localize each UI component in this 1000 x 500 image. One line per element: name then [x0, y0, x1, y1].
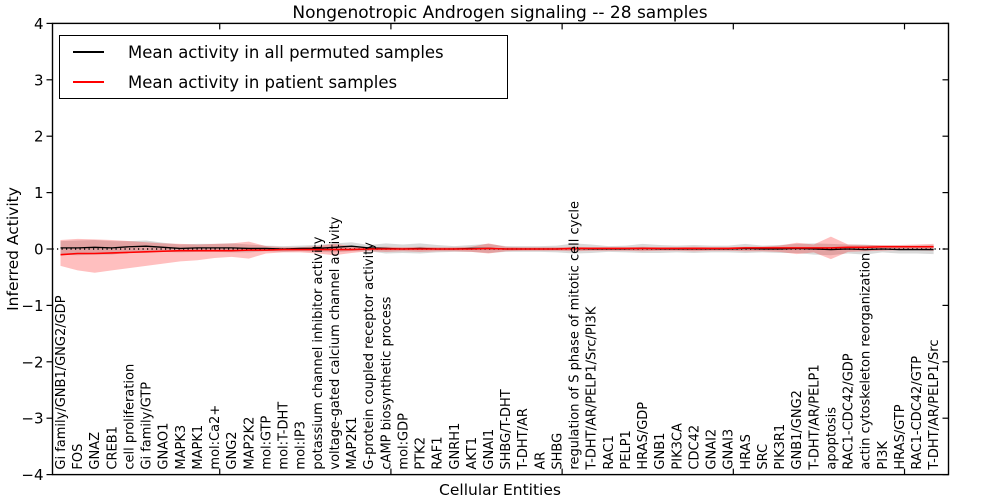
x-category-label: T-DHT/AR/PELP1/Src/PI3K	[585, 306, 600, 470]
x-category-label: GNB1	[653, 433, 668, 470]
x-category-label: Gi family/GNB1/GNG2/GDP	[54, 295, 69, 469]
x-category-label: MAPK3	[174, 425, 189, 470]
permuted-std-band	[60, 239, 934, 256]
x-category-label: regulation of S phase of mitotic cell cy…	[568, 201, 583, 470]
x-category-label: GNAI1	[482, 429, 497, 470]
x-category-label: HRAS/GTP	[893, 404, 908, 469]
x-category-label: GNAI2	[705, 429, 720, 470]
x-category-label: T-DHT/AR/PELP1	[807, 364, 822, 470]
legend-item-patient: Mean activity in patient samples	[60, 68, 507, 96]
x-category-label: RAC1	[602, 435, 617, 470]
patient-mean-line	[60, 245, 934, 256]
x-category-label: T-DHT/AR	[516, 408, 531, 470]
x-category-label: AR	[533, 452, 548, 470]
x-category-label: SHBG	[550, 433, 565, 470]
y-tick-label: 4	[34, 15, 44, 33]
x-category-label: GNG2	[225, 431, 240, 469]
x-category-label: MAPK1	[191, 425, 206, 470]
legend: Mean activity in all permuted samples Me…	[59, 35, 508, 99]
y-tick-label: −2	[21, 353, 43, 371]
patient-line-swatch	[73, 81, 104, 83]
x-category-label: actin cytoskeleton reorganization	[859, 253, 874, 470]
legend-item-permuted: Mean activity in all permuted samples	[60, 38, 507, 66]
x-category-label: MAP2K1	[345, 417, 360, 470]
x-category-label: cAMP biosynthetic process	[379, 296, 394, 469]
x-category-label: T-DHT/AR/PELP1/Src	[927, 339, 942, 470]
x-category-label: potassium channel inhibitor activity	[311, 236, 326, 469]
x-category-label: MAP2K2	[242, 417, 257, 470]
x-category-label: CDC42	[687, 425, 702, 470]
permuted-line-swatch	[73, 51, 104, 53]
x-category-label: GNB1/GNG2	[790, 390, 805, 470]
x-category-label: Gi family/GTP	[140, 382, 155, 470]
x-category-label: RAC1-CDC42/GTP	[910, 356, 925, 470]
y-tick-label: 1	[34, 184, 44, 202]
x-category-label: GNAO1	[157, 423, 172, 470]
chart-title: Nongenotropic Androgen signaling -- 28 s…	[292, 3, 708, 23]
x-category-label: mol:T-DHT	[277, 402, 292, 470]
x-category-label: mol:GDP	[396, 413, 411, 470]
x-category-label: apoptosis	[824, 407, 839, 470]
x-category-label: HRAS	[739, 434, 754, 469]
x-axis-label: Cellular Entities	[439, 481, 561, 499]
x-category-label: SRC	[756, 444, 771, 470]
x-category-label: voltage-gated calcium channel activity	[328, 216, 343, 469]
legend-label-patient: Mean activity in patient samples	[128, 72, 398, 92]
x-category-label: PTK2	[414, 437, 429, 470]
legend-label-permuted: Mean activity in all permuted samples	[128, 42, 444, 62]
x-category-label: AKT1	[465, 437, 480, 470]
x-category-label: CREB1	[105, 426, 120, 470]
x-category-label: RAC1-CDC42/GDP	[842, 353, 857, 469]
x-category-label: mol:GTP	[259, 415, 274, 469]
x-category-label: mol:Ca2+	[208, 405, 223, 470]
x-category-label: PELP1	[619, 430, 634, 469]
y-tick-label: 0	[34, 241, 44, 259]
y-tick-label: −1	[21, 297, 43, 315]
x-category-label: G-protein coupled receptor activity	[362, 242, 377, 470]
x-category-label: GNAZ	[88, 432, 103, 470]
patient-std-band	[60, 236, 934, 273]
x-category-label: GNAI3	[722, 429, 737, 470]
x-category-label: PI3K	[876, 441, 891, 470]
x-category-label: FOS	[71, 444, 86, 470]
y-tick-label: 3	[34, 71, 44, 89]
x-category-label: cell proliferation	[122, 364, 137, 470]
x-category-label: RAF1	[431, 436, 446, 469]
y-axis-label: Inferred Activity	[4, 187, 22, 311]
x-category-label: SHBG/T-DHT	[499, 389, 514, 469]
x-category-label: mol:IP3	[294, 421, 309, 470]
x-category-label: PIK3CA	[670, 423, 685, 470]
x-category-label: HRAS/GDP	[636, 402, 651, 470]
y-tick-label: −3	[21, 410, 43, 428]
y-tick-label: 2	[34, 128, 44, 146]
y-tick-label: −4	[21, 466, 43, 484]
x-category-label: GNRH1	[448, 423, 463, 470]
x-category-label: PIK3R1	[773, 424, 788, 470]
